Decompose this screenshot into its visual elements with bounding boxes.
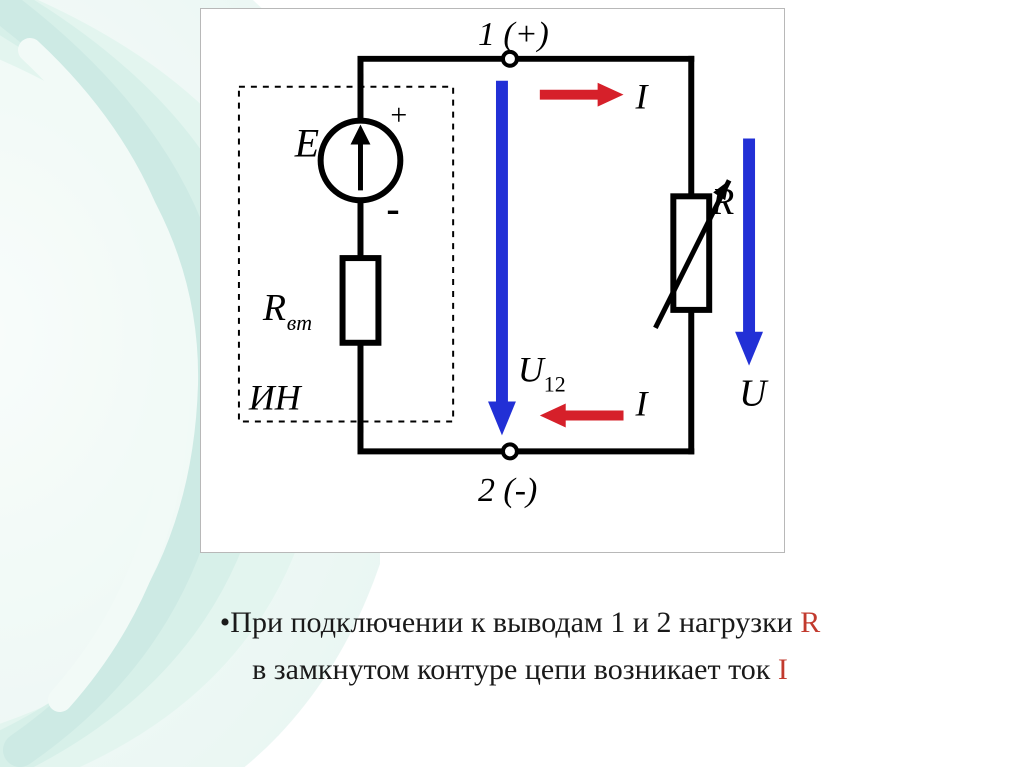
emf-minus: - xyxy=(386,186,399,231)
voltage-U12-arrow xyxy=(488,81,516,436)
caption-bullet: • xyxy=(220,606,231,639)
caption-R: R xyxy=(800,606,820,639)
label-Rint-sub: вт xyxy=(287,310,312,335)
label-I-top: I xyxy=(634,77,649,117)
internal-resistor xyxy=(343,258,379,343)
voltage-U-arrow xyxy=(735,139,763,366)
caption-I: I xyxy=(778,653,788,686)
circuit-diagram: + - E R вт ИН 1 (+) 2 (-) R xyxy=(200,8,785,553)
current-arrow-bottom xyxy=(540,404,624,428)
current-arrow-top xyxy=(540,83,624,107)
label-node-top: 1 (+) xyxy=(478,16,549,53)
label-node-bottom: 2 (-) xyxy=(478,472,537,509)
label-U12-sub: 12 xyxy=(544,372,566,397)
caption: •При подключении к выводам 1 и 2 нагрузк… xyxy=(120,600,920,693)
caption-line2a: в замкнутом контуре цепи возникает ток xyxy=(252,653,778,686)
label-U-right: U xyxy=(739,373,769,415)
label-Rint: R xyxy=(262,287,286,329)
emf-plus: + xyxy=(390,99,407,132)
circuit-svg: + - E R вт ИН 1 (+) 2 (-) R xyxy=(201,9,784,552)
label-R-load: R xyxy=(710,181,734,223)
caption-line1a: При подключении к выводам 1 и 2 нагрузки xyxy=(230,606,800,639)
node-1 xyxy=(503,52,517,66)
label-U12: U xyxy=(518,350,546,390)
slide: + - E R вт ИН 1 (+) 2 (-) R xyxy=(0,0,1024,767)
node-2 xyxy=(503,444,517,458)
label-E: E xyxy=(294,120,319,165)
label-I-bottom: I xyxy=(634,384,649,424)
label-source-box: ИН xyxy=(248,378,303,418)
